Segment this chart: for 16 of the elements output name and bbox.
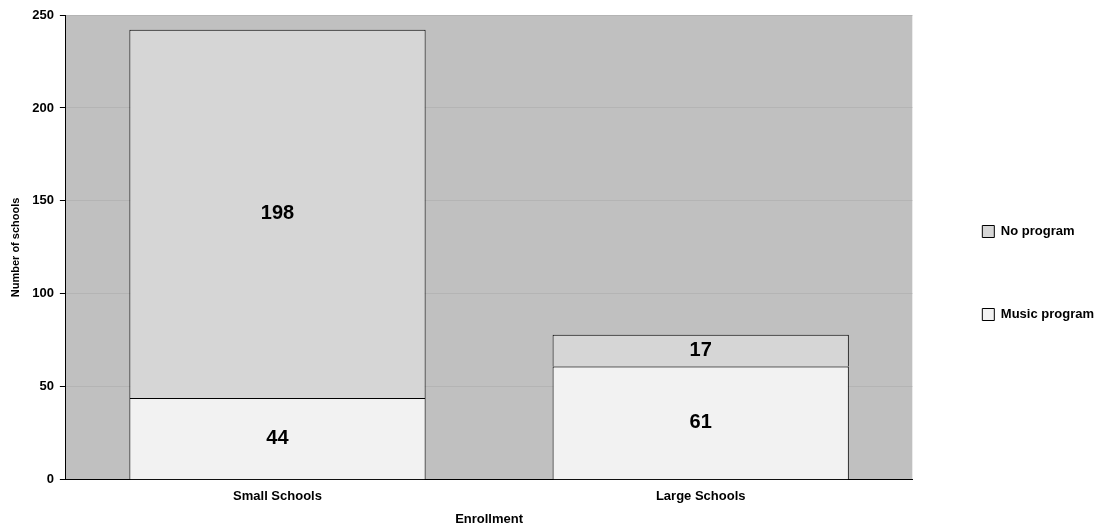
- data-label: 17: [689, 338, 712, 361]
- data-label: 61: [689, 410, 712, 433]
- y-tick-label: 250: [32, 6, 54, 22]
- legend-label: No program: [1000, 223, 1075, 239]
- data-label: 44: [266, 426, 290, 449]
- data-label: 198: [260, 201, 295, 224]
- y-tick-label: 150: [32, 192, 54, 208]
- y-tick-label: 200: [32, 99, 54, 115]
- y-tick-label: 0: [46, 471, 54, 487]
- x-tick-label: Small Schools: [233, 488, 322, 504]
- x-axis-title: Enrollment: [455, 510, 524, 526]
- legend-label: Music program: [1000, 306, 1094, 322]
- y-tick-label: 100: [32, 285, 54, 301]
- x-tick-label: Large Schools: [655, 488, 746, 504]
- y-axis-title: Number of schools: [8, 197, 21, 298]
- y-tick-label: 50: [39, 378, 54, 394]
